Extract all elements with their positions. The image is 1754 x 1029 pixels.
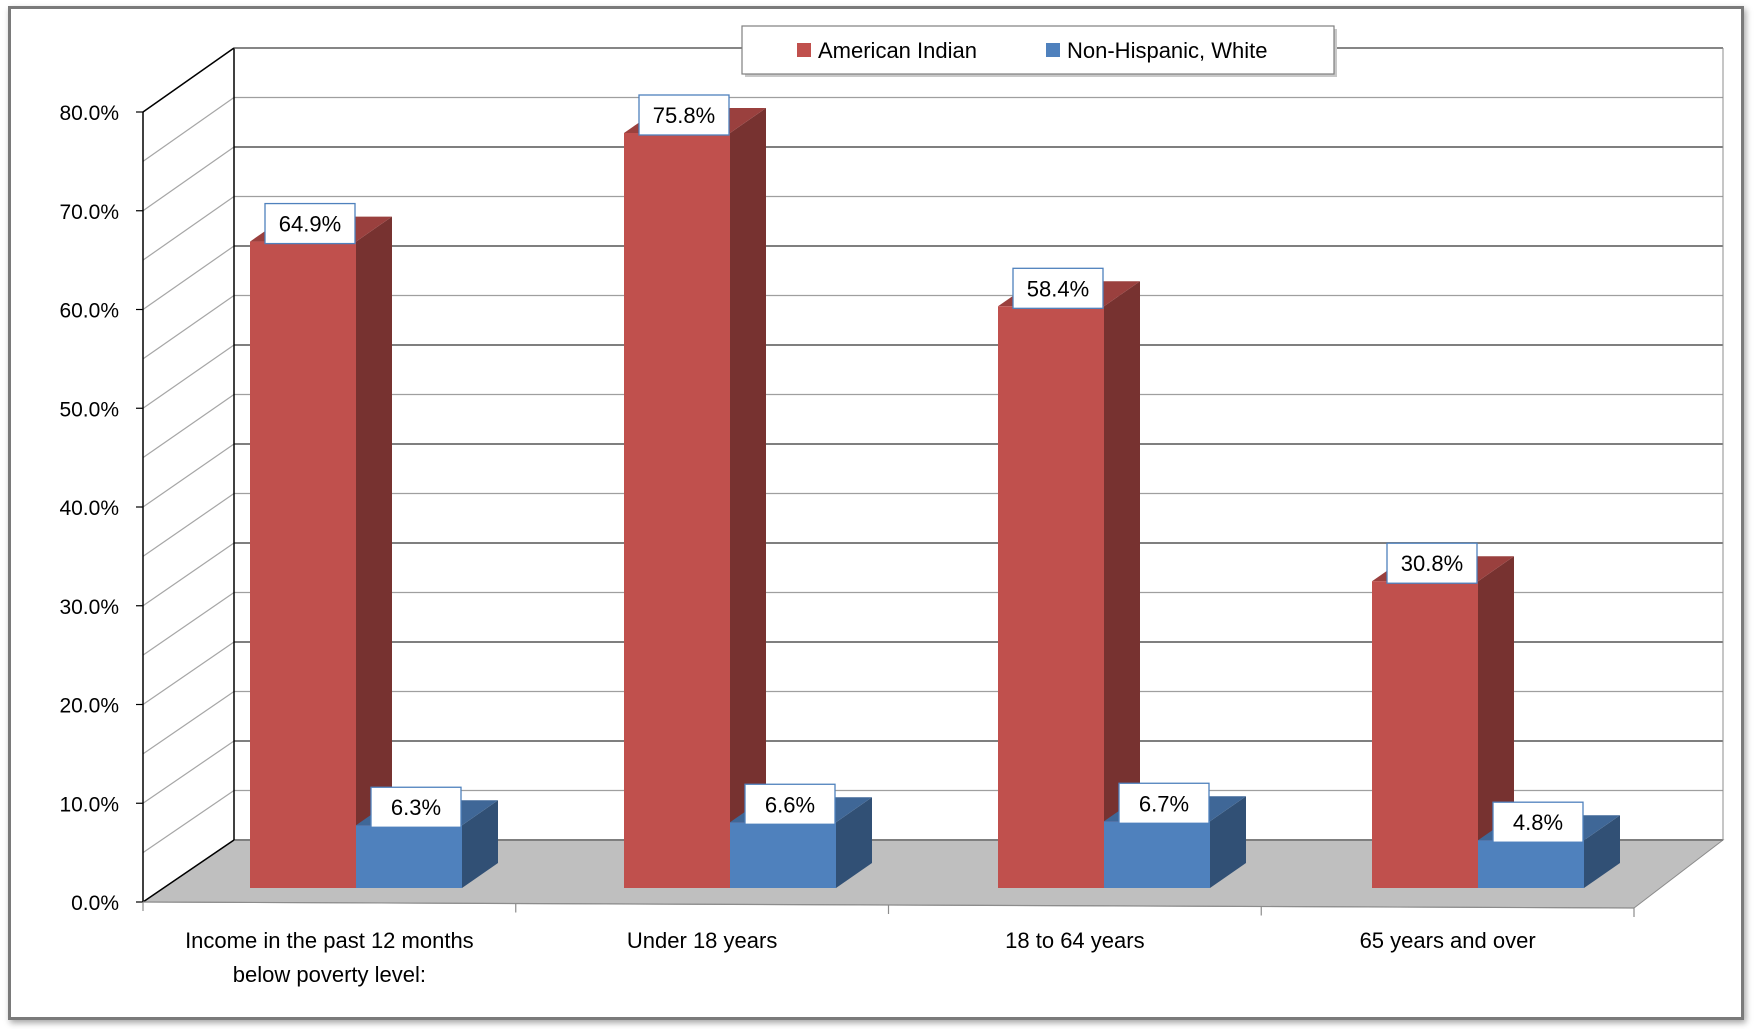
bar-side	[730, 108, 766, 888]
bar-front	[356, 825, 462, 888]
data-label: 6.7%	[1118, 782, 1210, 824]
gridline-side	[142, 691, 235, 755]
gridline-side	[142, 542, 235, 607]
legend-swatch	[1046, 43, 1060, 57]
data-label-text: 30.8%	[1401, 551, 1463, 576]
floor-left-edge	[142, 839, 235, 903]
bar-front	[1478, 840, 1584, 888]
data-label: 58.4%	[1012, 267, 1104, 309]
y-tick-label: 10.0%	[59, 793, 119, 816]
bar-american-indian	[998, 281, 1140, 888]
data-labels: 64.9% 6.3% 75.8% 6.6% 58.4% 6.7% 30.8% 4.8%	[264, 94, 1584, 843]
gridline-side	[142, 146, 235, 212]
data-label-text: 6.7%	[1139, 791, 1189, 816]
data-label-text: 75.8%	[653, 103, 715, 128]
gridline-side	[142, 196, 235, 261]
gridline-side	[142, 443, 235, 508]
gridline-side	[142, 740, 235, 804]
data-label: 4.8%	[1492, 801, 1584, 843]
bar-side	[1104, 281, 1140, 888]
data-label-box	[1012, 267, 1104, 309]
data-label-box	[638, 94, 730, 136]
legend-box	[741, 25, 1335, 75]
y-tick-label: 60.0%	[59, 300, 119, 323]
y-tick-label: 20.0%	[59, 695, 119, 718]
legend-swatch	[797, 43, 811, 57]
gridline-side	[142, 295, 235, 360]
gridline-side	[142, 245, 235, 310]
data-label-box	[1492, 801, 1584, 843]
bar-american-indian	[624, 108, 766, 888]
y-tick-label: 30.0%	[59, 596, 119, 619]
axes: 0.0% 10.0% 20.0% 30.0% 40.0% 50.0% 60.0% 70.0% 8…	[59, 47, 1724, 987]
data-label-text: 64.9%	[279, 212, 341, 237]
bar-side	[836, 797, 872, 888]
data-label-box	[370, 786, 462, 828]
gridline-side	[142, 641, 235, 705]
x-category-label: 65 years and over	[1360, 928, 1536, 953]
data-label-box	[264, 202, 356, 245]
gridline-side	[142, 394, 235, 459]
data-label-text: 4.8%	[1513, 810, 1563, 835]
data-label-text: 6.6%	[765, 792, 815, 817]
side-wall-top-edge	[142, 47, 235, 113]
data-label-box	[1386, 542, 1478, 584]
bar-side	[462, 800, 498, 888]
bar-front	[730, 822, 836, 888]
legend-label: American Indian	[818, 38, 977, 63]
data-label: 6.6%	[744, 783, 836, 825]
data-label-text: 6.3%	[391, 795, 441, 820]
bar-front	[624, 133, 730, 888]
gridline-side	[142, 344, 235, 409]
bar-front	[998, 306, 1104, 888]
x-category-label: Income in the past 12 months below povert…	[185, 928, 474, 987]
y-tick-label: 50.0%	[59, 398, 119, 421]
y-tick-label: 70.0%	[59, 201, 119, 224]
bar-side	[1584, 815, 1620, 888]
x-category-label: 18 to 64 years	[1005, 928, 1144, 953]
bar-side	[356, 216, 392, 888]
y-tick-label: 80.0%	[59, 102, 119, 125]
legend-label: Non-Hispanic, White	[1067, 38, 1268, 63]
gridline-side	[142, 493, 235, 557]
data-label: 75.8%	[638, 94, 730, 136]
data-label: 6.3%	[370, 786, 462, 828]
gridline-side	[142, 97, 235, 162]
bar-side	[1210, 796, 1246, 888]
data-label-box	[744, 783, 836, 825]
gridline-side	[142, 592, 235, 656]
y-tick-label: 40.0%	[59, 497, 119, 520]
bar-front	[1372, 581, 1478, 888]
data-label: 64.9%	[264, 202, 356, 245]
data-label: 30.8%	[1386, 542, 1478, 584]
bars	[250, 108, 1620, 888]
bar-front	[1104, 821, 1210, 888]
y-tick-label: 0.0%	[71, 892, 119, 915]
data-label-box	[1118, 782, 1210, 824]
bar-front	[250, 241, 356, 888]
x-category-label: Under 18 years	[627, 928, 777, 953]
legend: American Indian Non-Hispanic, White	[741, 25, 1337, 77]
data-label-text: 58.4%	[1027, 276, 1089, 301]
gridline-side	[142, 790, 235, 854]
